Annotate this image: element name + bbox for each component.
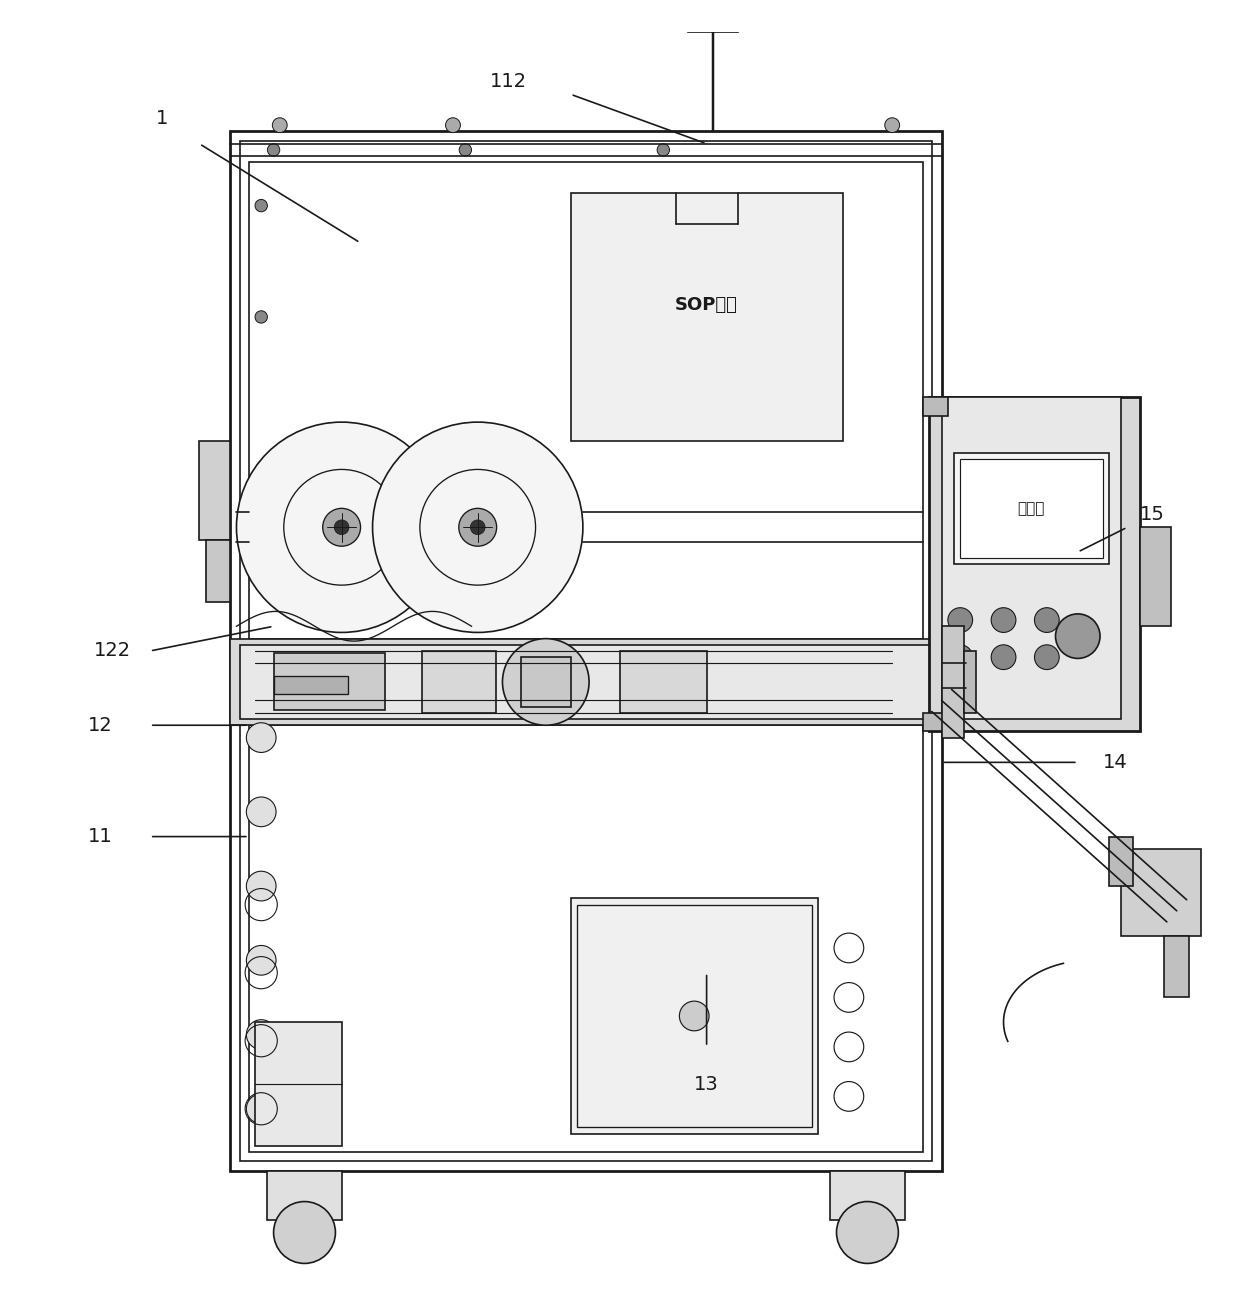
Circle shape bbox=[459, 143, 471, 156]
Bar bbox=[688, 0, 738, 33]
Circle shape bbox=[372, 422, 583, 633]
Bar bbox=[206, 539, 231, 602]
Bar bbox=[521, 658, 570, 707]
Circle shape bbox=[247, 1019, 277, 1049]
Bar bbox=[954, 453, 1109, 564]
Bar bbox=[577, 905, 812, 1128]
Circle shape bbox=[335, 519, 348, 535]
Bar bbox=[231, 132, 941, 1170]
Bar bbox=[570, 898, 818, 1134]
Bar bbox=[268, 1170, 342, 1220]
Circle shape bbox=[657, 143, 670, 156]
Text: 1: 1 bbox=[156, 109, 169, 129]
Bar bbox=[963, 651, 976, 713]
Bar bbox=[241, 141, 931, 1161]
Text: 122: 122 bbox=[94, 642, 131, 660]
Circle shape bbox=[991, 644, 1016, 669]
Polygon shape bbox=[1164, 936, 1189, 997]
Circle shape bbox=[502, 638, 589, 725]
Circle shape bbox=[445, 117, 460, 133]
Circle shape bbox=[1034, 644, 1059, 669]
Circle shape bbox=[237, 422, 446, 633]
Bar bbox=[941, 397, 1121, 719]
Text: 触摸屏: 触摸屏 bbox=[1018, 501, 1045, 516]
Bar bbox=[570, 193, 843, 440]
Bar bbox=[1109, 837, 1133, 887]
Circle shape bbox=[247, 797, 277, 827]
Circle shape bbox=[1034, 608, 1059, 633]
Circle shape bbox=[274, 1202, 336, 1263]
Bar bbox=[249, 725, 923, 1152]
Circle shape bbox=[247, 723, 277, 753]
Bar bbox=[255, 1022, 342, 1146]
Bar bbox=[274, 654, 384, 711]
Circle shape bbox=[470, 519, 485, 535]
Bar bbox=[923, 713, 947, 732]
Circle shape bbox=[255, 311, 268, 323]
Circle shape bbox=[680, 1001, 709, 1031]
Circle shape bbox=[1055, 613, 1100, 659]
Circle shape bbox=[255, 199, 268, 212]
Circle shape bbox=[247, 1094, 277, 1124]
Circle shape bbox=[247, 871, 277, 901]
Bar bbox=[620, 651, 707, 713]
Bar bbox=[960, 460, 1102, 559]
Bar bbox=[929, 397, 1140, 732]
Text: 13: 13 bbox=[694, 1074, 719, 1094]
Bar bbox=[249, 163, 923, 638]
Circle shape bbox=[947, 608, 972, 633]
Bar bbox=[241, 644, 931, 719]
Circle shape bbox=[947, 644, 972, 669]
Circle shape bbox=[885, 117, 899, 133]
Circle shape bbox=[523, 660, 568, 704]
Text: 14: 14 bbox=[1102, 753, 1127, 772]
Circle shape bbox=[322, 508, 361, 547]
Bar bbox=[923, 397, 947, 415]
Bar bbox=[831, 1170, 904, 1220]
Circle shape bbox=[837, 1202, 898, 1263]
Bar bbox=[200, 440, 231, 539]
Bar bbox=[941, 626, 963, 738]
Text: SOP看板: SOP看板 bbox=[675, 296, 738, 314]
Text: 12: 12 bbox=[88, 716, 113, 734]
Text: 112: 112 bbox=[490, 73, 527, 91]
Circle shape bbox=[268, 143, 280, 156]
Bar bbox=[1121, 849, 1202, 936]
Bar bbox=[231, 638, 941, 725]
Bar bbox=[1140, 527, 1171, 626]
Circle shape bbox=[255, 471, 268, 484]
Text: 15: 15 bbox=[1140, 505, 1164, 525]
Circle shape bbox=[273, 117, 288, 133]
Circle shape bbox=[459, 508, 497, 547]
Circle shape bbox=[991, 608, 1016, 633]
Bar bbox=[422, 651, 496, 713]
Text: 11: 11 bbox=[88, 827, 113, 846]
Circle shape bbox=[247, 945, 277, 975]
Bar bbox=[274, 676, 347, 694]
